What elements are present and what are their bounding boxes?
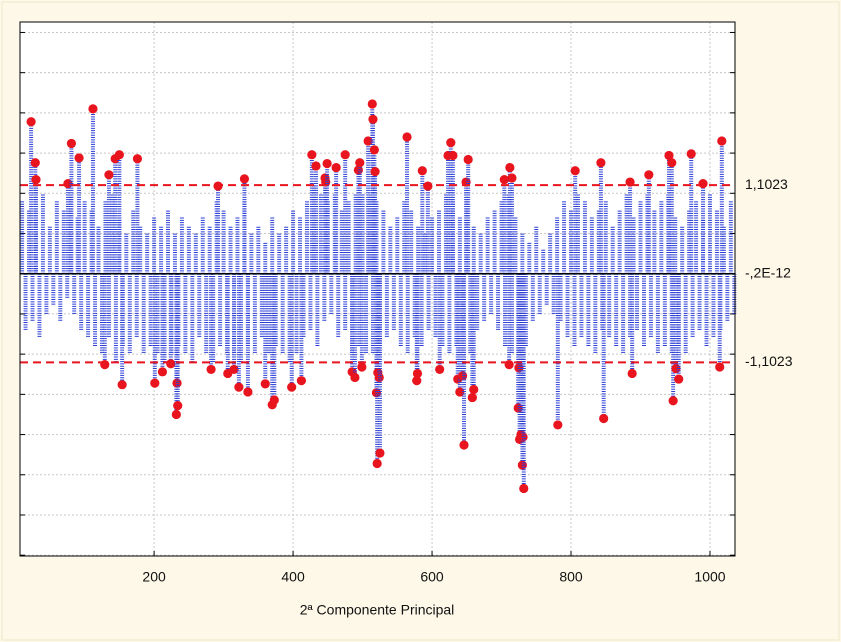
out-of-control-point [166, 359, 176, 369]
out-of-control-point [459, 440, 469, 450]
out-of-control-point [173, 401, 183, 411]
out-of-control-point [172, 378, 182, 388]
out-of-control-point [667, 158, 677, 168]
out-of-control-point [132, 154, 143, 164]
out-of-control-point [499, 175, 509, 185]
out-of-control-point [350, 372, 360, 383]
out-of-control-point [307, 150, 317, 160]
out-of-control-point [467, 392, 477, 403]
out-of-control-point [448, 150, 458, 161]
out-of-control-point [446, 138, 456, 148]
out-of-control-point [715, 362, 725, 372]
out-of-control-point [104, 170, 114, 180]
x-tick-label: 200 [142, 569, 166, 585]
out-of-control-point [644, 170, 654, 180]
plot-area [20, 22, 735, 556]
out-of-control-point [505, 162, 515, 173]
out-of-control-point [26, 117, 36, 127]
out-of-control-point [260, 379, 270, 389]
out-of-control-point [435, 364, 445, 375]
limit-label: -1,1023 [745, 353, 793, 369]
out-of-control-point [88, 104, 98, 114]
out-of-control-point [417, 166, 427, 176]
out-of-control-point [371, 388, 382, 398]
out-of-control-point [157, 367, 168, 377]
out-of-control-point [553, 420, 563, 430]
x-axis-label: 2ª Componente Principal [300, 602, 455, 618]
x-tick-label: 1000 [694, 569, 725, 585]
out-of-control-point [206, 364, 216, 375]
out-of-control-point [370, 166, 380, 177]
out-of-control-point [674, 374, 684, 384]
out-of-control-point [331, 162, 341, 173]
out-of-control-point [239, 174, 250, 184]
out-of-control-point [114, 150, 124, 160]
out-of-control-point [269, 395, 279, 405]
out-of-control-point [243, 387, 253, 397]
out-of-control-point [367, 99, 377, 109]
out-of-control-point [402, 132, 412, 142]
out-of-control-point [369, 145, 379, 155]
out-of-control-point [117, 380, 127, 390]
out-of-control-point [664, 150, 674, 161]
out-of-control-point [322, 158, 332, 169]
limit-label: 1,1023 [745, 176, 788, 192]
out-of-control-point [311, 161, 321, 171]
plot-border [19, 21, 736, 557]
out-of-control-point [375, 448, 385, 458]
out-of-control-point [150, 378, 160, 388]
out-of-control-point [66, 138, 77, 149]
out-of-control-point [469, 384, 479, 395]
out-of-control-point [31, 175, 41, 185]
out-of-control-point [30, 158, 40, 168]
out-of-control-point [686, 149, 696, 159]
x-tick-label: 600 [420, 569, 444, 585]
x-tick-label: 400 [281, 569, 305, 585]
out-of-control-point [355, 158, 365, 168]
out-of-control-point [717, 136, 727, 146]
out-of-control-point [518, 432, 528, 442]
out-of-control-point [171, 409, 181, 420]
out-of-control-point [363, 136, 373, 146]
out-of-control-point [368, 114, 378, 124]
out-of-control-point [340, 150, 350, 160]
out-of-control-point [668, 396, 678, 406]
x-tick-label: 800 [559, 569, 583, 585]
out-of-control-point [234, 382, 244, 392]
out-of-control-point [296, 376, 307, 386]
out-of-control-point [507, 173, 517, 183]
out-of-control-point [287, 382, 297, 392]
out-of-control-point [596, 158, 606, 168]
out-of-control-point [74, 153, 84, 163]
out-of-control-point [599, 413, 609, 424]
out-of-control-point [519, 483, 529, 494]
out-of-control-point [372, 458, 382, 469]
out-of-control-point [570, 166, 580, 176]
out-of-control-point [514, 363, 524, 373]
out-of-control-point [463, 154, 473, 165]
out-of-control-point [627, 368, 637, 379]
out-of-control-point [412, 376, 422, 386]
out-of-control-point [357, 362, 367, 372]
out-of-control-point [698, 179, 708, 189]
out-of-control-point [229, 364, 239, 375]
limit-label: -,2E-12 [745, 264, 791, 280]
out-of-control-point [412, 368, 423, 379]
